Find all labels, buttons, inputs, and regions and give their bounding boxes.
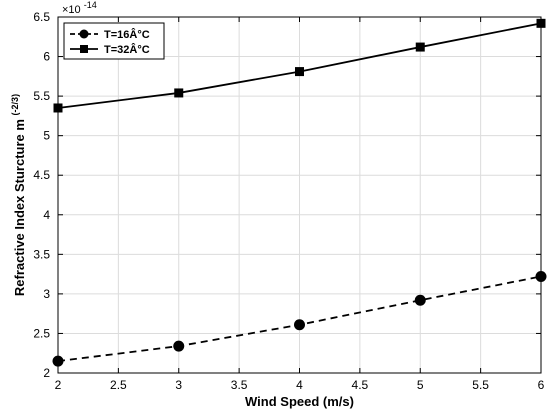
y-tick-label: 4	[43, 208, 50, 222]
series-t16-point	[173, 340, 185, 352]
y-axis-label: Refractive Index Sturcture m (-2/3)	[10, 94, 27, 296]
y-tick-label: 5.5	[33, 89, 50, 103]
x-tick-label: 5	[417, 378, 424, 392]
y-tick-label: 3.5	[33, 247, 50, 261]
y-tick-label: 4.5	[33, 168, 50, 182]
y-axis-label-main: Refractive Index Sturcture m	[12, 119, 27, 296]
series-t32-point	[295, 67, 304, 77]
x-axis-label: Wind Speed (m/s)	[245, 394, 354, 409]
x-tick-label: 3	[175, 378, 182, 392]
x-tick-label: 4	[296, 378, 303, 392]
series-t16-point	[414, 294, 426, 306]
y-axis-label-group: Refractive Index Sturcture m (-2/3)	[10, 94, 27, 296]
x-tick-label: 2.5	[110, 378, 127, 392]
y-tick-label: 3	[43, 287, 50, 301]
legend: T=16Â°C T=32Â°C	[63, 22, 165, 60]
series-t32-point	[174, 88, 184, 98]
y-tick-label: 2.5	[33, 326, 50, 340]
series-t16-point	[294, 319, 305, 331]
x-tick-label: 6	[538, 378, 545, 392]
ticks: 2 2.5 3 3.5 4 4.5 5 5.5 6 2 2.5 3 3.5 4 4.5 5 5.5 6 6.5	[33, 10, 544, 392]
y-multiplier-base: ×10	[62, 4, 81, 16]
legend-t16-label: T=16Â°C	[104, 28, 150, 41]
y-axis-label-superscript: (-2/3)	[10, 94, 20, 116]
y-multiplier-exponent: -14	[84, 0, 97, 10]
x-tick-label: 3.5	[231, 378, 248, 392]
legend-t32-marker	[80, 45, 88, 53]
legend-t16-marker	[79, 29, 89, 39]
series-t32-point	[415, 42, 425, 52]
y-tick-label: 6.5	[33, 10, 50, 24]
y-multiplier: ×10 -14	[62, 0, 97, 16]
x-tick-label: 4.5	[352, 378, 369, 392]
x-tick-label: 2	[55, 378, 62, 392]
y-tick-label: 2	[43, 366, 50, 380]
y-tick-label: 6	[43, 50, 50, 64]
y-tick-label: 5	[43, 129, 50, 143]
legend-t32-label: T=32Â°C	[104, 43, 150, 56]
grid	[57, 16, 542, 374]
x-tick-label: 5.5	[472, 378, 489, 392]
